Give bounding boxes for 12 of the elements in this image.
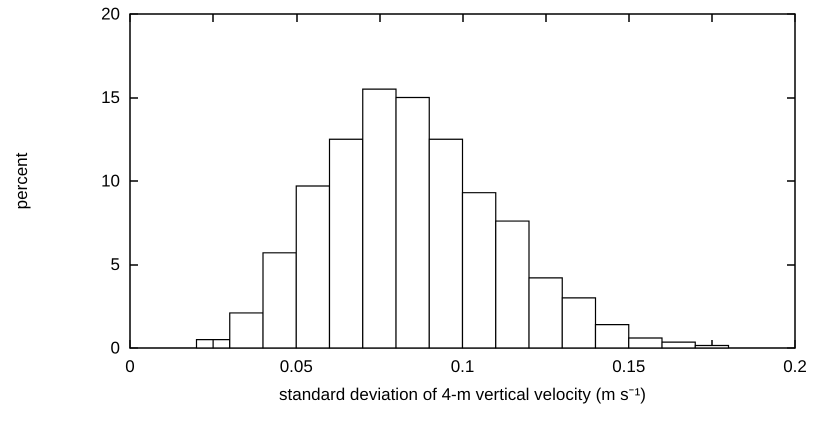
y-tick-label: 10	[101, 172, 120, 190]
y-tick-label: 20	[101, 4, 120, 24]
y-axis-title: percent	[12, 152, 31, 210]
x-tick-label: 0.1	[450, 357, 474, 376]
y-tick-label: 15	[101, 88, 120, 107]
y-tick-label: 0	[110, 338, 120, 358]
y-tick-label: 5	[110, 255, 120, 274]
x-tick-label: 0.15	[612, 357, 646, 376]
x-axis-title: standard deviation of 4-m vertical velocity (m s⁻¹)	[279, 385, 646, 404]
x-tick-label: 0.2	[783, 357, 807, 376]
x-tick-label: 0.05	[280, 357, 313, 376]
x-tick-label: 0	[125, 357, 135, 376]
